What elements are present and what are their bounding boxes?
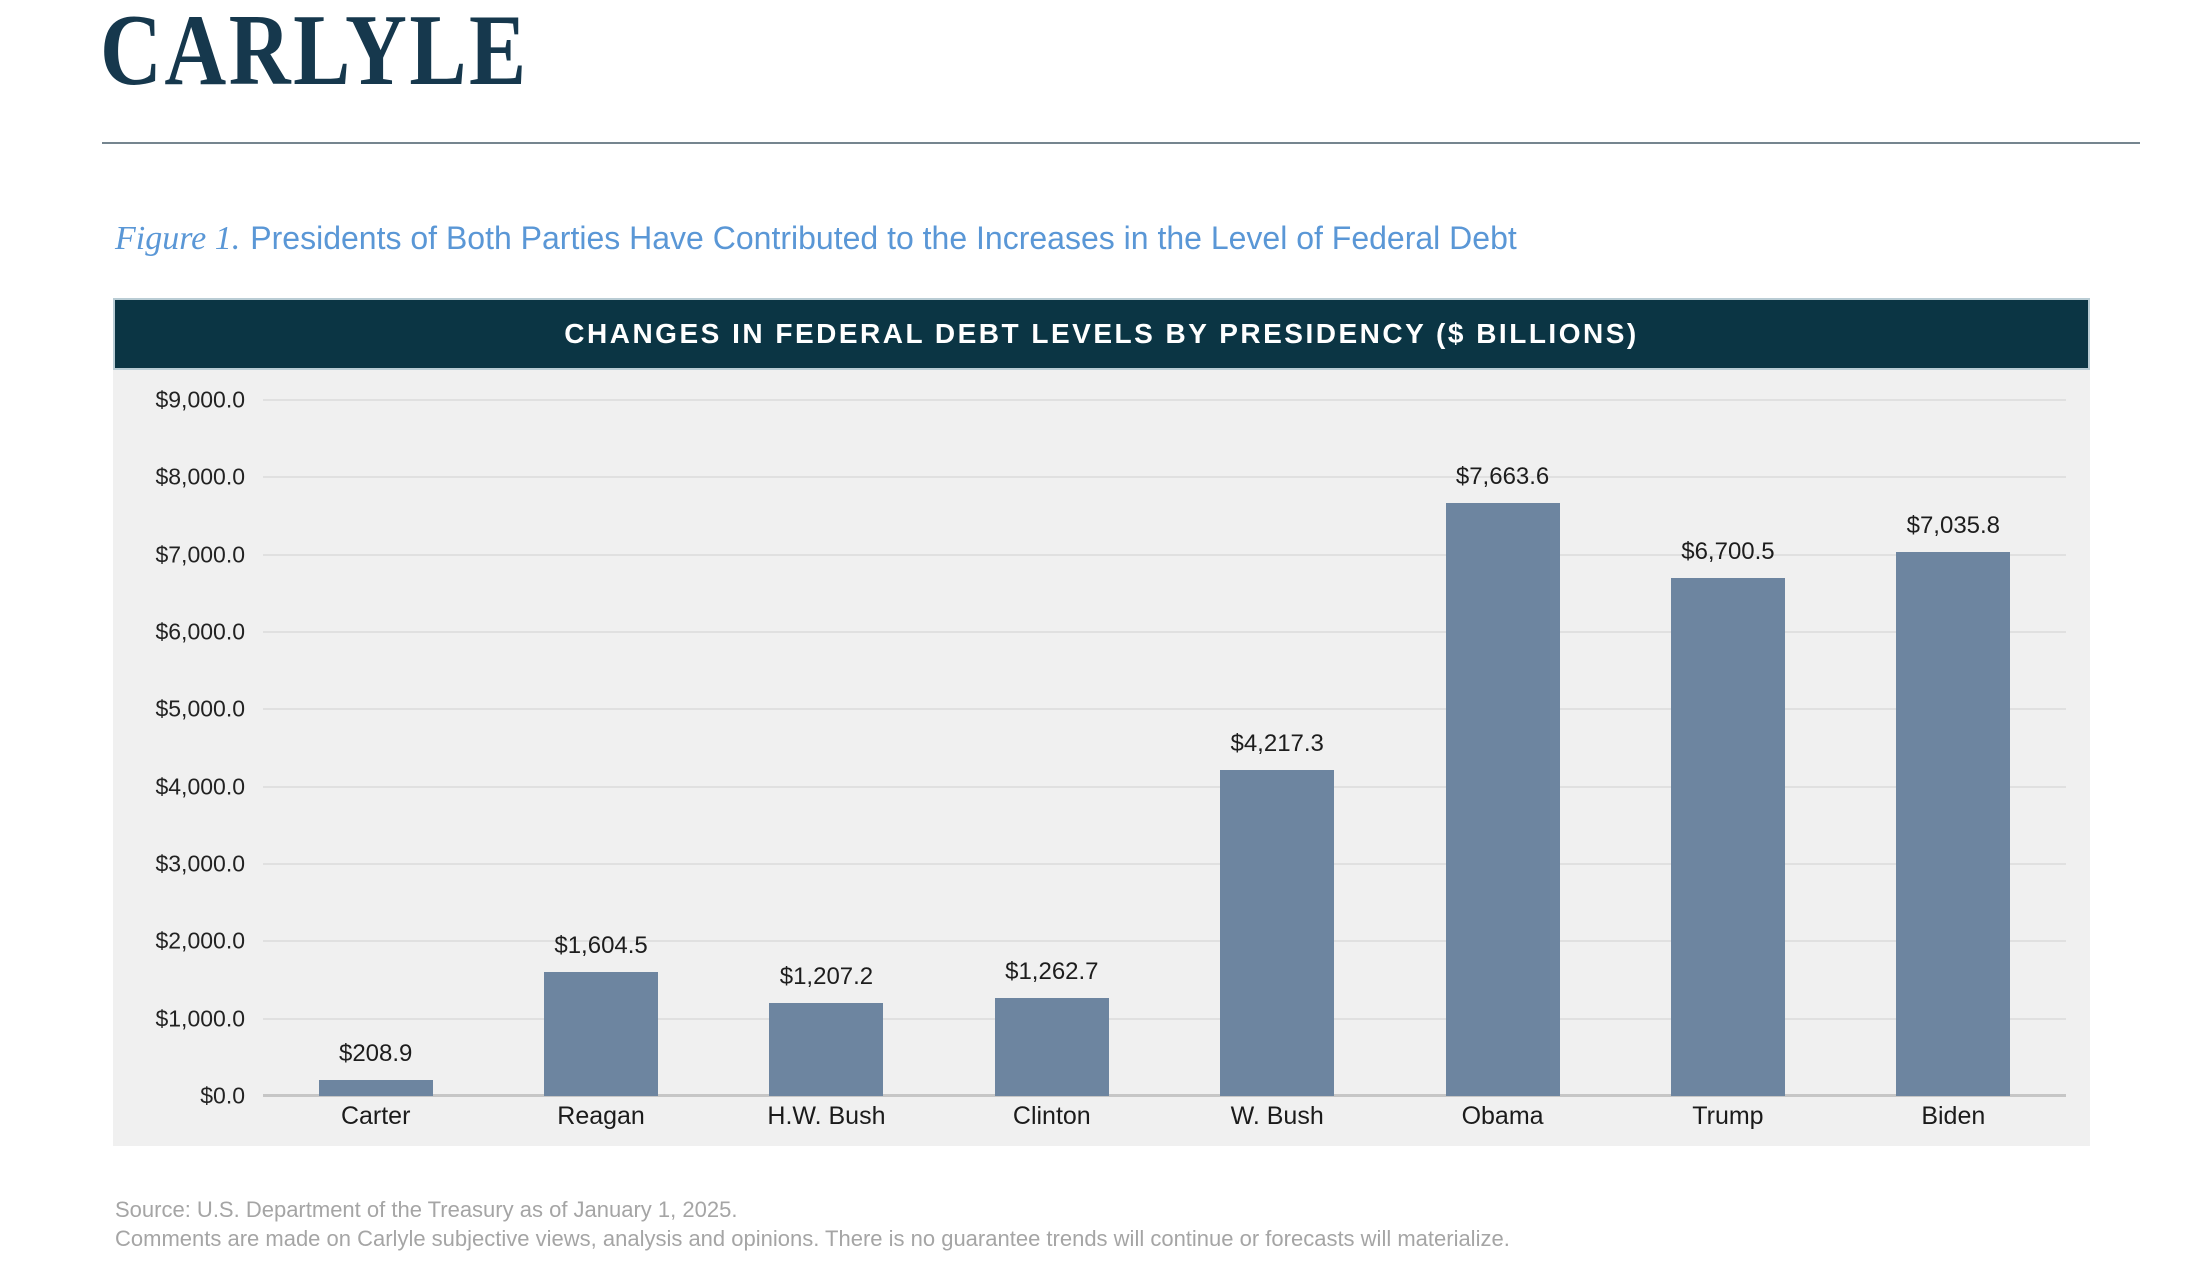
x-axis-label-carter: Carter <box>340 1102 411 1130</box>
figure-title: Figure 1. Presidents of Both Parties Have… <box>115 220 1517 258</box>
bar-value-label: $4,217.3 <box>1230 729 1324 757</box>
bar-biden <box>1896 551 2011 1096</box>
bar-group-reagan: $1,604.5 <box>488 400 713 1096</box>
x-axis-label-w-bush: W. Bush <box>1230 1102 1324 1130</box>
gridline <box>263 553 2066 556</box>
y-axis: $0.0 $1,000.0 $2,000.0 $3,000.0 $4,000.0 $5,0… <box>113 387 245 1109</box>
bar-w-bush <box>1220 769 1335 1096</box>
y-axis-tick-label: $8,000.0 <box>155 463 245 490</box>
bar-carter <box>318 1079 433 1096</box>
bar-group-obama: $7,663.6 <box>1390 400 1615 1096</box>
bar-trump <box>1670 577 1785 1096</box>
gridline <box>263 785 2066 788</box>
bar-group-biden: $7,035.8 <box>1841 400 2066 1096</box>
bar-h-w-bush <box>769 1002 884 1096</box>
y-axis-tick-label: $6,000.0 <box>155 618 245 645</box>
gridline <box>263 708 2066 711</box>
source-line: Source: U.S. Department of the Treasury … <box>115 1197 738 1222</box>
gridline <box>263 631 2066 634</box>
y-axis-tick-label: $4,000.0 <box>155 773 245 800</box>
y-axis-tick-label: $7,000.0 <box>155 541 245 568</box>
y-axis-tick-label: $0.0 <box>200 1082 245 1109</box>
bar-group-carter: $208.9 <box>263 400 488 1096</box>
chart-plot-area: $0.0 $1,000.0 $2,000.0 $3,000.0 $4,000.0 $5,0… <box>113 370 2090 1146</box>
x-axis-label-h-w-bush: H.W. Bush <box>767 1102 886 1130</box>
bar-value-label: $7,663.6 <box>1455 463 1550 491</box>
gridline <box>263 863 2066 866</box>
bar-value-label: $1,262.7 <box>1005 958 1099 986</box>
chart-panel: CHANGES IN FEDERAL DEBT LEVELS BY PRESID… <box>113 298 2090 1146</box>
bar-reagan <box>544 971 659 1096</box>
disclaimer-line: Comments are made on Carlyle subjective … <box>115 1226 1510 1251</box>
chart-title: CHANGES IN FEDERAL DEBT LEVELS BY PRESID… <box>113 298 2090 370</box>
header-divider <box>102 142 2140 144</box>
x-axis-baseline <box>263 1094 2066 1097</box>
bar-obama <box>1445 503 1560 1096</box>
bar-value-label: $1,604.5 <box>554 931 648 959</box>
figure-number: Figure 1. <box>115 220 241 257</box>
gridline <box>263 476 2066 479</box>
gridline <box>263 399 2066 401</box>
y-axis-tick-label: $5,000.0 <box>155 695 245 722</box>
x-axis-label-trump: Trump <box>1692 1102 1764 1130</box>
x-axis: Carter Reagan H.W. Bush Clinton W. Bush Obama… <box>263 1102 2066 1131</box>
plot-region: $208.9 $1,604.5 $1,207.2 $1,262.7 $4,217.3 $7… <box>263 399 2066 1097</box>
bar-group-h-w-bush: $1,207.2 <box>714 400 939 1096</box>
bar-value-label: $208.9 <box>338 1039 413 1067</box>
y-axis-tick-label: $9,000.0 <box>155 386 245 413</box>
bar-value-label: $7,035.8 <box>1906 511 2001 539</box>
x-axis-label-biden: Biden <box>1921 1102 1986 1130</box>
y-axis-tick-label: $2,000.0 <box>155 927 245 954</box>
figure-caption: Presidents of Both Parties Have Contribu… <box>250 220 1517 256</box>
source-note: Source: U.S. Department of the Treasury … <box>115 1195 1510 1253</box>
bar-group-trump: $6,700.5 <box>1615 400 1840 1096</box>
bar-value-label: $1,207.2 <box>779 962 874 990</box>
gridline <box>263 940 2066 943</box>
x-axis-label-reagan: Reagan <box>557 1102 645 1130</box>
bar-group-w-bush: $4,217.3 <box>1165 400 1390 1096</box>
carlyle-logo: CARLYLE <box>100 0 529 107</box>
y-axis-tick-label: $1,000.0 <box>155 1005 245 1032</box>
gridline <box>263 1017 2066 1020</box>
bars-container: $208.9 $1,604.5 $1,207.2 $1,262.7 $4,217.3 $7… <box>263 400 2066 1096</box>
x-axis-label-obama: Obama <box>1461 1102 1544 1130</box>
y-axis-tick-label: $3,000.0 <box>155 850 245 877</box>
x-axis-label-clinton: Clinton <box>1012 1102 1091 1130</box>
bar-value-label: $6,700.5 <box>1681 537 1775 565</box>
bar-group-clinton: $1,262.7 <box>939 400 1164 1096</box>
bar-clinton <box>994 998 1109 1096</box>
